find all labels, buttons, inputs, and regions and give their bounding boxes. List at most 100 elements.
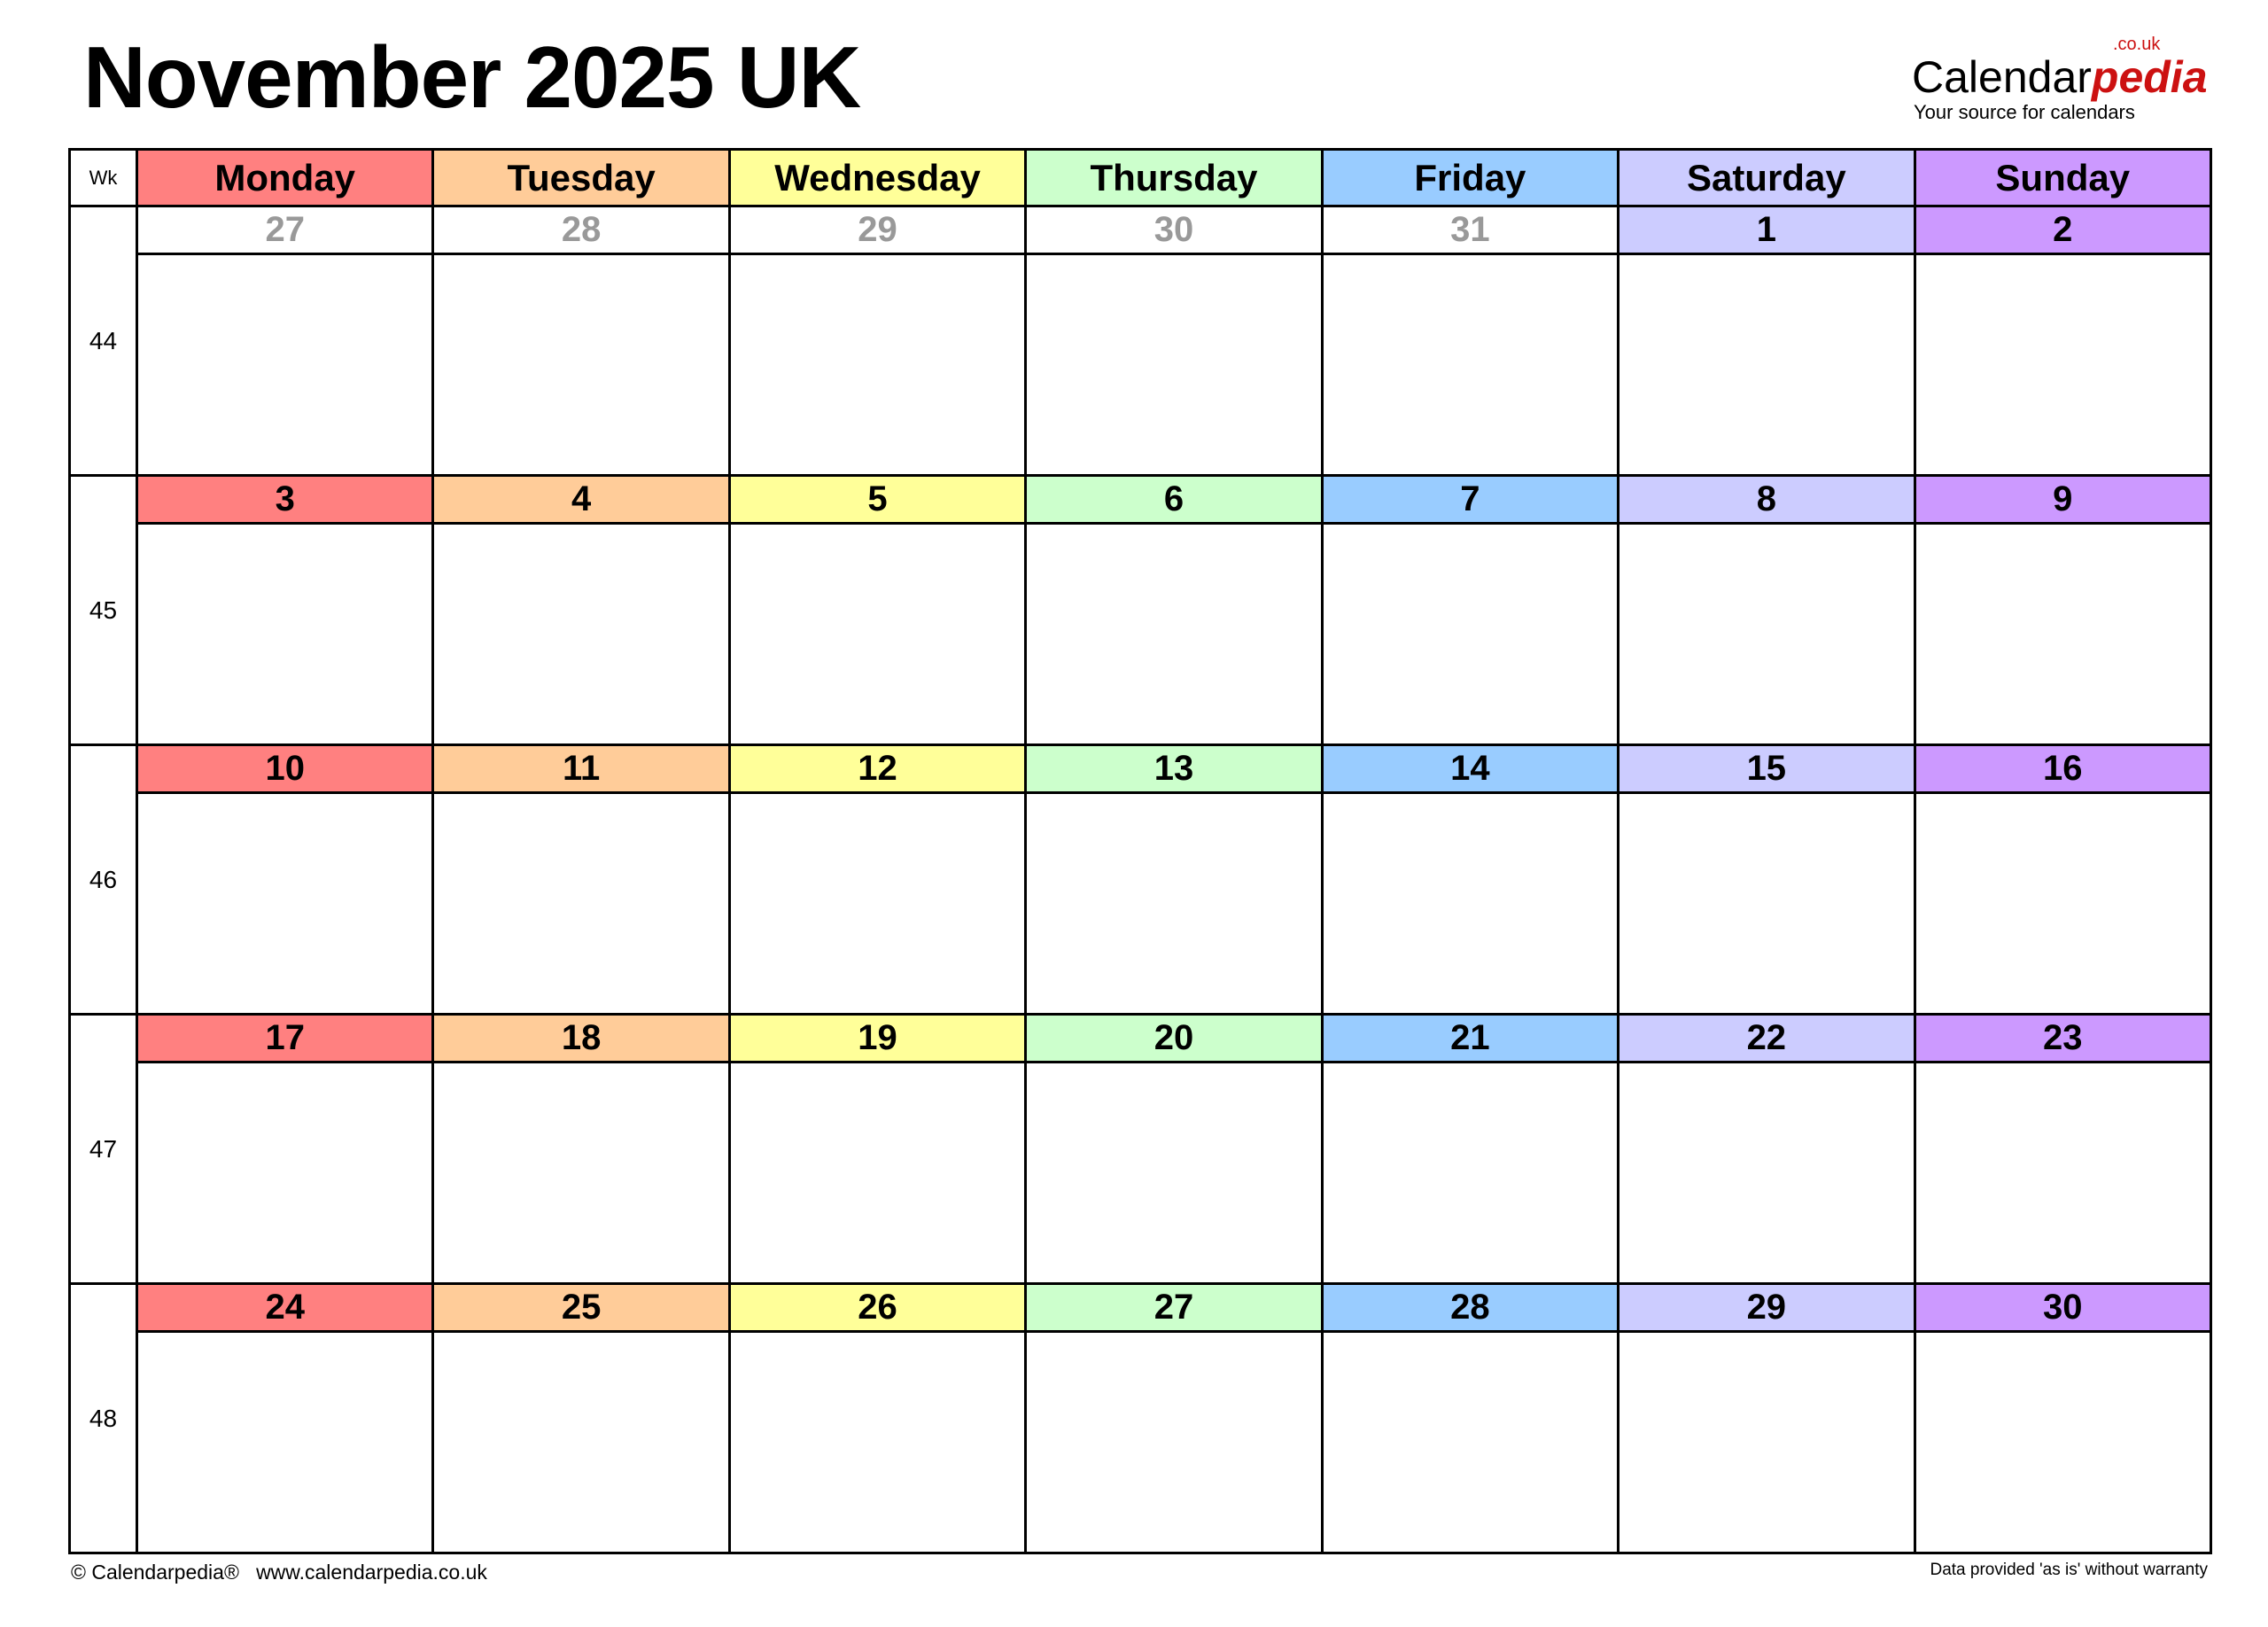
day-number: 18	[431, 1013, 731, 1063]
day-cell[interactable]	[1320, 253, 1620, 477]
day-number: 5	[727, 474, 1028, 525]
day-cell[interactable]	[1913, 253, 2213, 477]
day-number: 9	[1913, 474, 2213, 525]
day-cell[interactable]	[727, 253, 1028, 477]
day-cell[interactable]	[1024, 791, 1324, 1016]
logo-accent: pedia	[2091, 52, 2208, 102]
footer-copyright: © Calendarpedia® www.calendarpedia.co.uk	[71, 1561, 487, 1584]
logo-wordmark: Calendarpedia	[1912, 55, 2208, 99]
calendar-grid: Wk Monday Tuesday Wednesday Thursday Friday S…	[68, 148, 2213, 1554]
week-notes-row	[70, 1330, 2213, 1554]
day-number: 29	[1617, 1282, 1916, 1333]
day-number: 8	[1617, 474, 1916, 525]
day-number: 17	[135, 1013, 435, 1063]
day-cell[interactable]	[1320, 1061, 1620, 1285]
logo-tagline: Your source for calendars	[1914, 101, 2135, 123]
day-number: 21	[1320, 1013, 1620, 1063]
week-number: 47	[68, 1013, 138, 1285]
day-cell[interactable]	[1024, 253, 1324, 477]
day-number: 20	[1024, 1013, 1324, 1063]
day-number: 19	[727, 1013, 1028, 1063]
day-cell[interactable]	[1320, 1330, 1620, 1554]
day-cell[interactable]	[1913, 1061, 2213, 1285]
day-cell[interactable]	[1024, 1330, 1324, 1554]
week-number: 46	[68, 743, 138, 1016]
day-number: 11	[431, 743, 731, 794]
day-number: 1	[1617, 205, 1916, 255]
day-cell[interactable]	[1913, 791, 2213, 1016]
day-cell[interactable]	[1024, 1061, 1324, 1285]
week-date-row: 44 27 28 29 30 31 1 2	[68, 205, 2213, 477]
day-cell[interactable]	[431, 791, 731, 1016]
weekday-header-row: Wk Monday Tuesday Wednesday Thursday Friday S…	[68, 148, 2213, 207]
day-number: 24	[135, 1282, 435, 1333]
week-date-row: 45 3 4 5 6 7 8 9	[68, 474, 2213, 746]
weekday-header-tuesday: Tuesday	[431, 148, 731, 207]
logo-suffix: .co.uk	[2113, 35, 2161, 54]
day-number: 4	[431, 474, 731, 525]
day-cell[interactable]	[1913, 522, 2213, 746]
day-number: 25	[431, 1282, 731, 1333]
week-notes-row	[70, 791, 2213, 1016]
day-number: 28	[431, 205, 731, 255]
week-number: 45	[68, 474, 138, 746]
weekday-header-friday: Friday	[1320, 148, 1620, 207]
day-number: 14	[1320, 743, 1620, 794]
day-cell[interactable]	[431, 1061, 731, 1285]
weekday-header-wednesday: Wednesday	[727, 148, 1028, 207]
week-number: 44	[68, 205, 138, 477]
day-cell[interactable]	[431, 253, 731, 477]
day-number: 3	[135, 474, 435, 525]
day-cell[interactable]	[1320, 791, 1620, 1016]
week-date-row: 47 17 18 19 20 21 22 23	[68, 1013, 2213, 1285]
day-number: 30	[1913, 1282, 2213, 1333]
day-number: 23	[1913, 1013, 2213, 1063]
week-number: 48	[68, 1282, 138, 1554]
day-cell[interactable]	[1913, 1330, 2213, 1554]
day-cell[interactable]	[727, 791, 1028, 1016]
day-number: 28	[1320, 1282, 1620, 1333]
day-cell[interactable]	[135, 253, 435, 477]
day-cell[interactable]	[431, 522, 731, 746]
day-cell[interactable]	[135, 1330, 435, 1554]
day-cell[interactable]	[727, 1061, 1028, 1285]
day-number: 2	[1913, 205, 2213, 255]
week-date-row: 48 24 25 26 27 28 29 30	[68, 1282, 2213, 1554]
day-cell[interactable]	[431, 1330, 731, 1554]
weekday-header-thursday: Thursday	[1024, 148, 1324, 207]
footer-disclaimer: Data provided 'as is' without warranty	[1930, 1561, 2208, 1579]
week-notes-row	[70, 253, 2213, 477]
day-cell[interactable]	[1617, 1330, 1916, 1554]
day-cell[interactable]	[1024, 522, 1324, 746]
weekday-header-monday: Monday	[135, 148, 435, 207]
calendarpedia-logo[interactable]: .co.uk Calendarpedia Your source for cal…	[1912, 35, 2213, 124]
day-cell[interactable]	[1617, 522, 1916, 746]
day-number: 22	[1617, 1013, 1916, 1063]
day-cell[interactable]	[135, 522, 435, 746]
day-number: 27	[135, 205, 435, 255]
week-notes-row	[70, 1061, 2213, 1285]
page-title: November 2025 UK	[83, 28, 861, 126]
weekday-header-saturday: Saturday	[1617, 148, 1916, 207]
day-number: 6	[1024, 474, 1324, 525]
day-number: 13	[1024, 743, 1324, 794]
day-number: 31	[1320, 205, 1620, 255]
day-cell[interactable]	[727, 522, 1028, 746]
day-cell[interactable]	[135, 791, 435, 1016]
day-number: 10	[135, 743, 435, 794]
day-cell[interactable]	[135, 1061, 435, 1285]
day-number: 26	[727, 1282, 1028, 1333]
day-cell[interactable]	[1617, 253, 1916, 477]
day-cell[interactable]	[1617, 791, 1916, 1016]
week-number-header: Wk	[68, 148, 138, 207]
logo-main: Calendar	[1912, 52, 2092, 102]
day-cell[interactable]	[1320, 522, 1620, 746]
day-cell[interactable]	[727, 1330, 1028, 1554]
day-number: 12	[727, 743, 1028, 794]
day-number: 16	[1913, 743, 2213, 794]
day-cell[interactable]	[1617, 1061, 1916, 1285]
day-number: 15	[1617, 743, 1916, 794]
week-notes-row	[70, 522, 2213, 746]
week-date-row: 46 10 11 12 13 14 15 16	[68, 743, 2213, 1016]
day-number: 7	[1320, 474, 1620, 525]
